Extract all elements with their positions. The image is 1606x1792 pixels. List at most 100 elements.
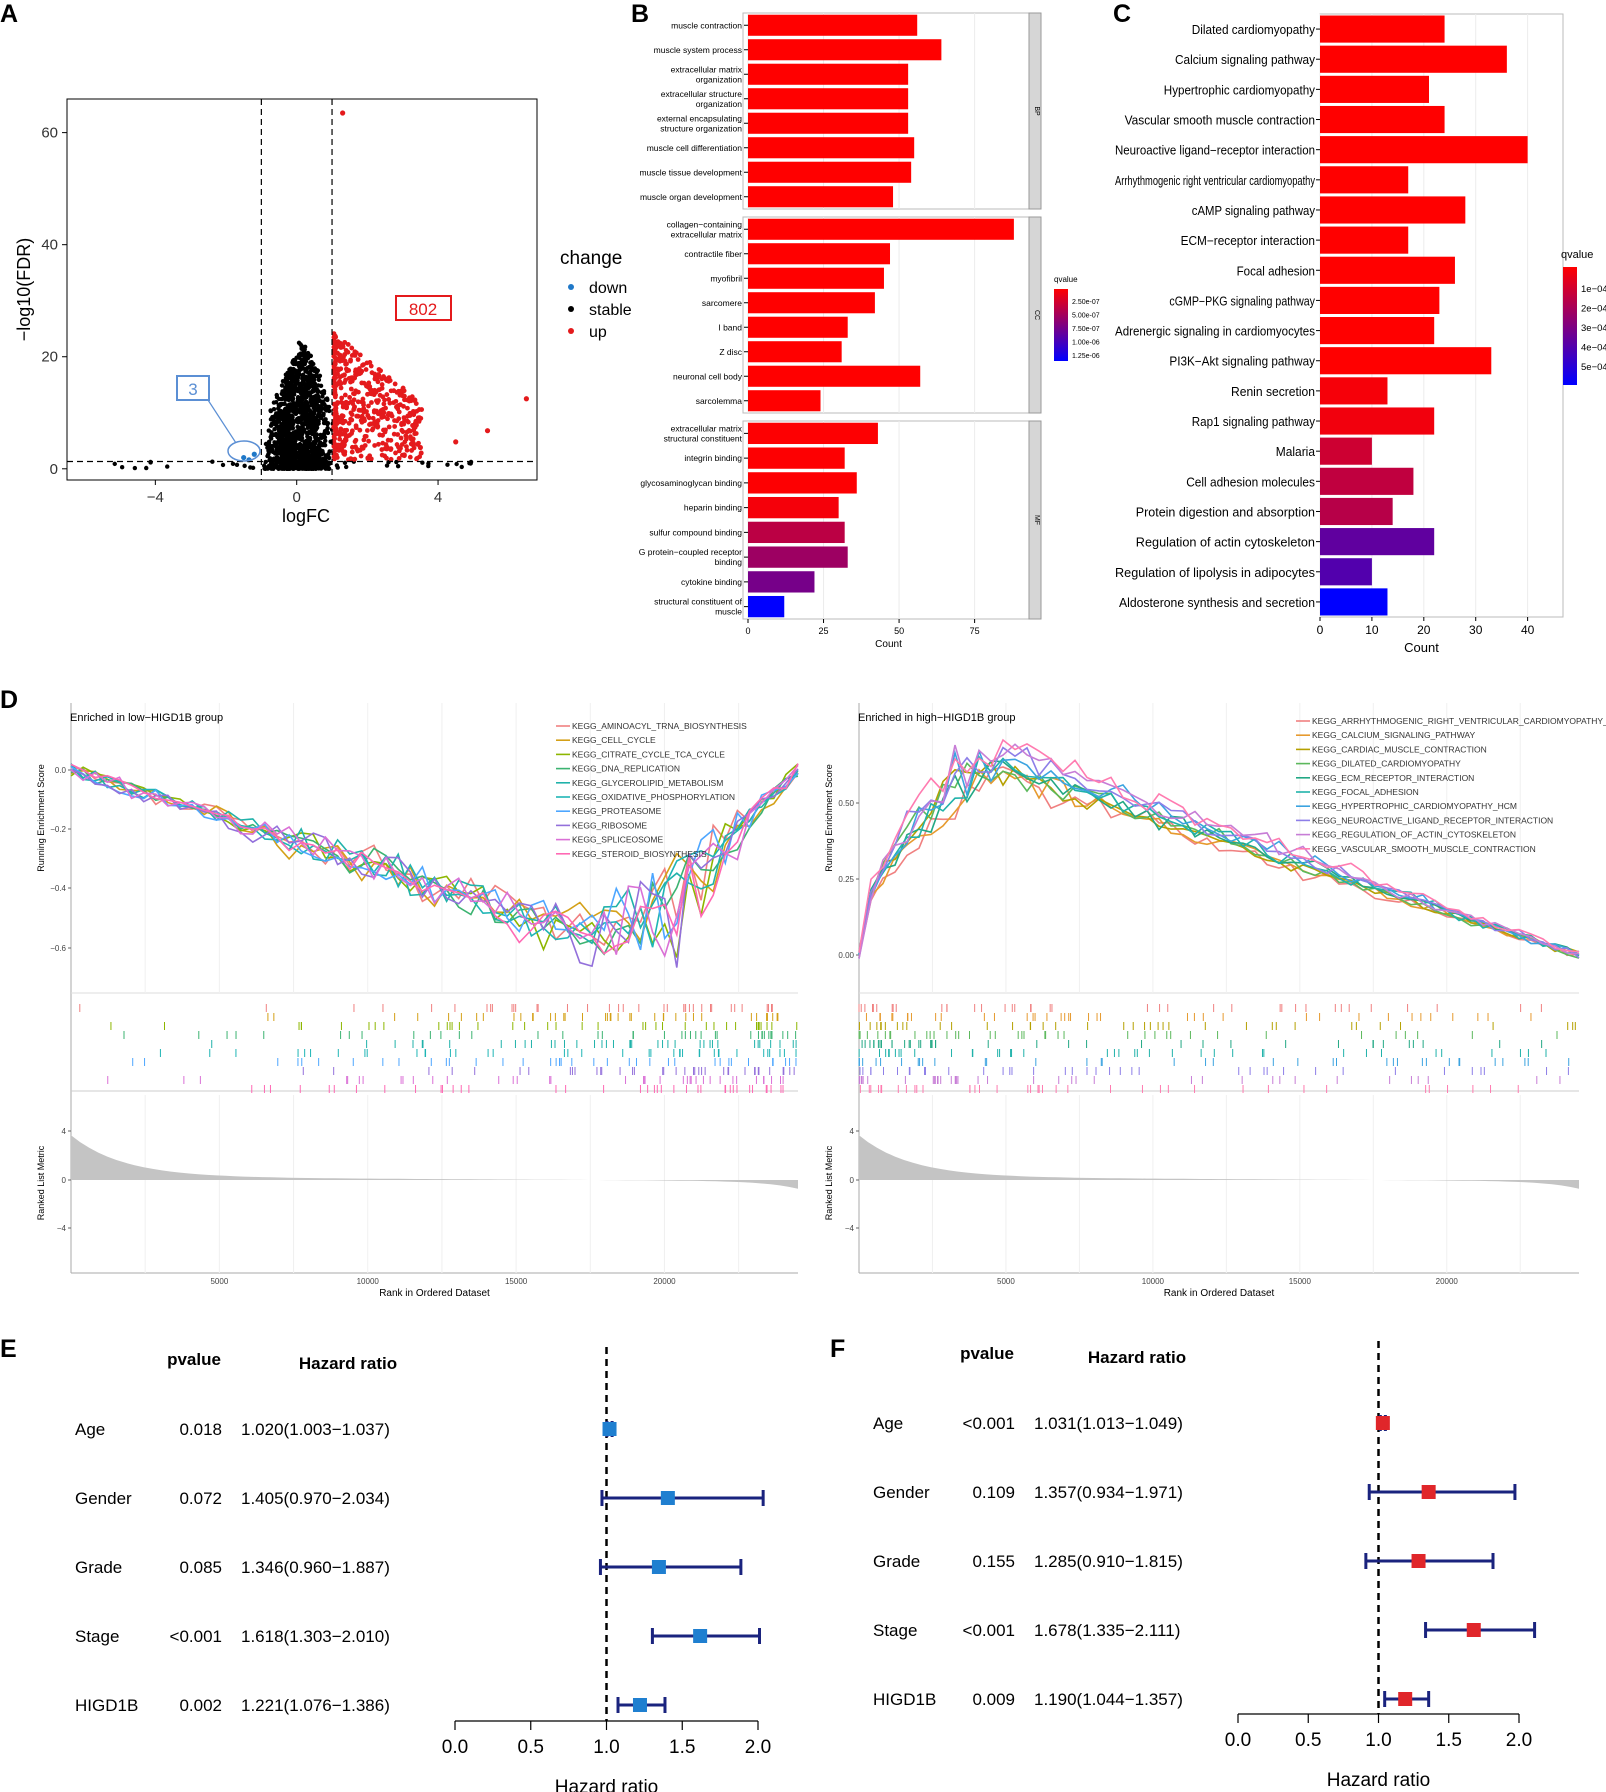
- stable-point: [295, 416, 300, 422]
- panel-letter-a: A: [0, 0, 18, 28]
- go-category-label-line: heparin binding: [684, 503, 742, 513]
- up-point: [376, 367, 382, 372]
- x-tick-label: 15000: [505, 1277, 528, 1286]
- stable-point: [301, 446, 306, 451]
- x-tick-label: 0: [293, 489, 301, 506]
- go-bar: [748, 422, 878, 445]
- up-point: [337, 436, 343, 442]
- go-category-label-line: muscle contraction: [671, 20, 742, 30]
- up-point: [393, 398, 399, 404]
- up-point: [363, 433, 369, 439]
- up-point: [332, 333, 338, 339]
- variable-label: Stage: [75, 1627, 119, 1646]
- up-point: [343, 399, 349, 405]
- go-category-label: collagen−containing extracellular matrix: [667, 219, 743, 239]
- down-point: [251, 451, 257, 457]
- go-category-label-line: contractile fiber: [684, 249, 742, 259]
- stable-point: [291, 462, 296, 468]
- stable-point: [278, 403, 283, 408]
- up-point: [418, 450, 424, 456]
- stable-point: [299, 432, 305, 437]
- x-tick-label: 20000: [653, 1277, 676, 1286]
- stable-point: [320, 394, 325, 399]
- up-point: [399, 422, 404, 428]
- up-point: [361, 380, 367, 386]
- up-point: [355, 399, 361, 405]
- stable-point: [266, 442, 272, 447]
- up-point: [332, 422, 338, 428]
- go-category-label: extracellular matrix organization: [671, 64, 743, 84]
- go-bar: [748, 365, 921, 387]
- up-point: [337, 432, 343, 438]
- stable-point: [342, 460, 348, 466]
- x-tick-label: 25: [819, 626, 829, 636]
- stable-point: [302, 350, 307, 356]
- y-axis-label: −log10(FDR): [14, 238, 34, 342]
- running-es-curve: [858, 755, 1580, 955]
- x-tick-label: 10: [1365, 623, 1379, 637]
- y-tick-label: 0.00: [838, 951, 854, 960]
- go-category-label-line: sarcomere: [702, 298, 742, 308]
- up-point: [357, 352, 363, 358]
- kegg-category-label: Rap1 signaling pathway: [1192, 415, 1316, 429]
- y-tick-label: 60: [41, 125, 58, 142]
- go-category-label: muscle cell differentiation: [647, 143, 743, 153]
- go-bar: [748, 292, 875, 314]
- kegg-category-label: cAMP signaling pathway: [1192, 204, 1316, 218]
- running-es-curve: [858, 746, 1580, 959]
- go-category-label-line: I band: [718, 322, 742, 332]
- running-es-curve: [858, 743, 1580, 959]
- volcano-plot: −4 0 40204060logFC−log10(FDR)3802changedow…: [14, 98, 632, 526]
- facet-strip: [1028, 420, 1042, 620]
- go-bar: [748, 472, 857, 494]
- stable-point: [299, 357, 305, 363]
- up-point: [333, 375, 339, 381]
- go-bar: [748, 14, 918, 36]
- go-category-label: G protein−coupled receptor binding: [639, 547, 743, 567]
- stable-point: [273, 432, 278, 437]
- up-point: [383, 427, 388, 433]
- up-point: [331, 442, 337, 448]
- stable-point: [279, 431, 284, 436]
- pvalue-label: 0.002: [179, 1696, 222, 1715]
- go-bar: [748, 390, 821, 412]
- stable-point: [234, 462, 240, 467]
- go-category-label-line: integrin binding: [684, 453, 742, 463]
- go-category-label-line: neuronal cell body: [673, 371, 743, 381]
- stable-point: [312, 368, 317, 373]
- up-point: [407, 428, 413, 434]
- go-category-label-line: organization: [696, 74, 743, 84]
- up-point: [407, 454, 413, 460]
- stable-point: [296, 364, 302, 369]
- stable-point: [394, 459, 399, 465]
- gsea-legend-label: KEGG_DNA_REPLICATION: [572, 764, 680, 774]
- up-point: [375, 379, 381, 385]
- gsea-legend-label: KEGG_FOCAL_ADHESION: [1312, 787, 1419, 797]
- stable-point: [309, 410, 314, 415]
- go-category-label-line: sulfur compound binding: [649, 527, 742, 537]
- legend-label: 7.50e-07: [1072, 326, 1100, 333]
- up-point: [333, 429, 339, 435]
- kegg-category-label: Arrhythmogenic right ventricular cardiom…: [1115, 174, 1316, 188]
- up-point: [342, 439, 348, 445]
- stable-point: [312, 448, 317, 453]
- y-tick-label: 20: [41, 349, 58, 366]
- up-point: [335, 401, 340, 406]
- panel-letter-b: B: [631, 0, 649, 28]
- go-category-label-line: G protein−coupled receptor: [639, 547, 742, 557]
- up-point: [358, 453, 364, 459]
- go-bar: [748, 161, 912, 183]
- go-category-label: Z disc: [719, 347, 742, 357]
- stable-point: [304, 430, 309, 436]
- gsea-title: Enriched in high−HIGD1B group: [858, 712, 1015, 724]
- up-point: [346, 420, 352, 426]
- y-axis-label: Running Enrichment Score: [824, 764, 834, 872]
- stable-point: [132, 465, 138, 471]
- stable-point: [314, 402, 320, 407]
- pvalue-label: <0.001: [963, 1414, 1015, 1433]
- stable-point: [303, 369, 308, 374]
- x-tick-label: 15000: [1289, 1277, 1312, 1286]
- up-point: [392, 381, 398, 387]
- go-category-label-line: organization: [696, 99, 743, 109]
